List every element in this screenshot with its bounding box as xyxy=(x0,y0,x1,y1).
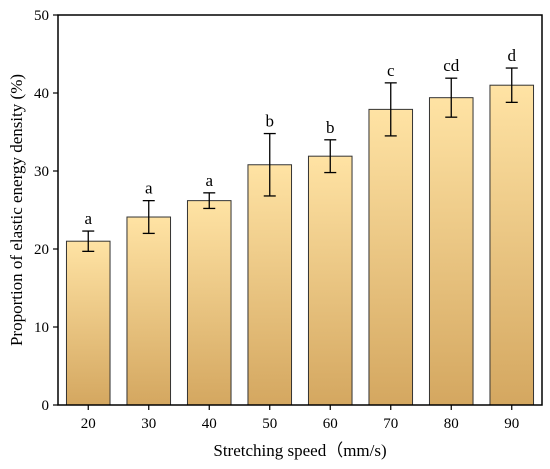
significance-letter: d xyxy=(508,46,517,65)
significance-letter: a xyxy=(205,171,213,190)
x-tick-label: 50 xyxy=(262,416,277,432)
significance-letter: b xyxy=(266,112,275,131)
y-tick-label: 0 xyxy=(42,398,50,414)
significance-letter: a xyxy=(145,179,153,198)
x-tick-label: 30 xyxy=(141,416,156,432)
bar xyxy=(126,216,172,406)
y-axis-title: Proportion of elastic energy density (%) xyxy=(7,74,26,346)
plot-frame xyxy=(57,14,543,406)
bar xyxy=(247,164,293,406)
y-tick-label: 10 xyxy=(34,320,49,336)
bar xyxy=(65,240,111,406)
significance-letter: c xyxy=(387,61,395,80)
bar xyxy=(307,155,353,406)
bars-layer xyxy=(65,84,535,406)
bar xyxy=(368,108,414,406)
significance-letter: a xyxy=(84,209,92,228)
x-tick-label: 20 xyxy=(81,416,96,432)
x-tick-label: 70 xyxy=(383,416,398,432)
x-axis-title: Stretching speed（mm/s) xyxy=(213,441,386,460)
y-tick-label: 50 xyxy=(34,8,49,24)
x-tick-label: 60 xyxy=(323,416,338,432)
x-tick-label: 90 xyxy=(504,416,519,432)
bar xyxy=(186,200,232,406)
significance-letter: b xyxy=(326,118,335,137)
y-axis-ticks: 0 10 20 30 40 50 xyxy=(34,8,58,414)
y-tick-label: 40 xyxy=(34,86,49,102)
significance-letter: cd xyxy=(443,56,460,75)
x-tick-label: 80 xyxy=(444,416,459,432)
error-bars-layer xyxy=(82,67,518,252)
significance-letters-layer: a a a b b c cd d xyxy=(84,46,516,228)
bar xyxy=(489,84,535,406)
x-tick-label: 40 xyxy=(202,416,217,432)
y-tick-label: 30 xyxy=(34,164,49,180)
y-tick-label: 20 xyxy=(34,242,49,258)
x-axis-ticks: 20 30 40 50 60 70 80 90 xyxy=(81,405,519,432)
bar xyxy=(428,97,474,406)
